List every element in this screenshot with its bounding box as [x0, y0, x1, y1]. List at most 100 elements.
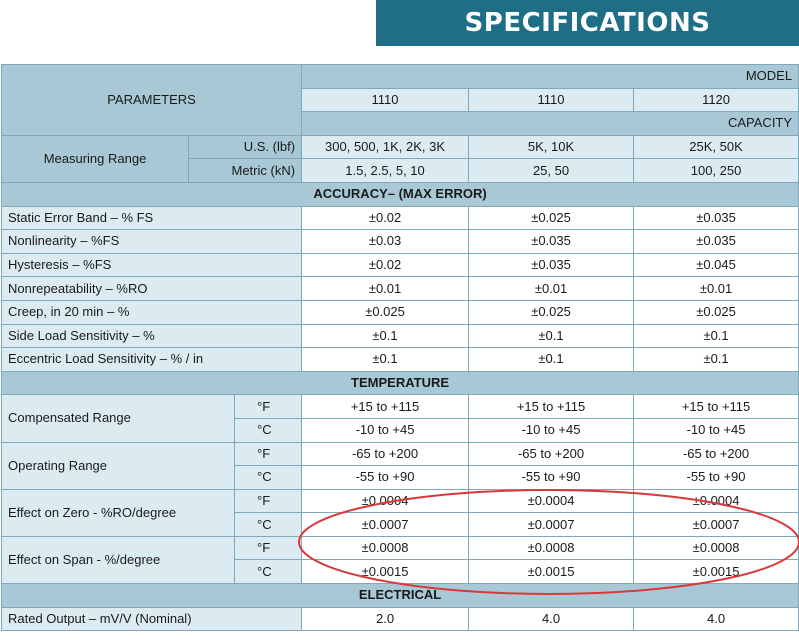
- table-cell: 4.0: [633, 606, 799, 632]
- table-cell: ±0.0015: [468, 559, 635, 585]
- table-cell: -65 to +200: [468, 441, 635, 467]
- table-row: Creep, in 20 min – % ±0.025 ±0.025 ±0.02…: [0, 299, 799, 325]
- table-cell: ±0.035: [468, 252, 635, 278]
- table-cell: ±0.0007: [301, 512, 470, 537]
- table-cell: ±0.025: [301, 299, 470, 325]
- model-3: 1120: [633, 87, 799, 113]
- table-cell: 2.0: [301, 606, 470, 632]
- table-cell: ±0.0015: [301, 559, 470, 585]
- row-label: Nonrepeatability – %RO: [0, 276, 303, 301]
- row-label: Operating Range: [1, 441, 235, 490]
- table-cell: ±0.0007: [468, 512, 635, 537]
- unit-c: °C: [233, 465, 303, 490]
- metric-unit-label: Metric (kN): [187, 158, 303, 183]
- table-cell: ±0.025: [468, 299, 635, 325]
- table-cell: 25K, 50K: [633, 134, 799, 160]
- unit-f: °F: [233, 441, 303, 467]
- table-cell: -65 to +200: [633, 441, 799, 467]
- row-label: Compensated Range: [1, 394, 235, 443]
- table-cell: 4.0: [468, 606, 635, 632]
- table-cell: -55 to +90: [301, 465, 470, 490]
- table-row: °C -10 to +45 -10 to +45 -10 to +45: [2, 417, 799, 443]
- table-cell: ±0.0008: [301, 535, 470, 561]
- table-cell: ±0.0004: [468, 488, 635, 514]
- capacity-header: CAPACITY: [301, 111, 799, 136]
- table-cell: ±0.035: [633, 229, 799, 254]
- page-title: SPECIFICATIONS: [464, 8, 711, 38]
- model-2: 1110: [468, 87, 635, 113]
- table-row: Nonrepeatability – %RO ±0.01 ±0.01 ±0.01: [0, 276, 799, 301]
- row-label: Creep, in 20 min – %: [0, 299, 303, 325]
- row-label: Hysteresis – %FS: [0, 252, 303, 278]
- table-cell: 100, 250: [633, 158, 799, 183]
- table-cell: 5K, 10K: [468, 134, 635, 160]
- table-cell: ±0.01: [468, 276, 635, 301]
- table-cell: ±0.02: [301, 252, 470, 278]
- parameters-header: PARAMETERS: [0, 64, 303, 136]
- table-cell: -10 to +45: [468, 417, 635, 443]
- table-row: Static Error Band – % FS ±0.02 ±0.025 ±0…: [0, 205, 799, 231]
- unit-c: °C: [233, 512, 303, 537]
- us-unit-label: U.S. (lbf): [187, 134, 303, 160]
- table-cell: ±0.0015: [633, 559, 799, 585]
- table-cell: +15 to +115: [301, 394, 470, 419]
- table-cell: ±0.1: [301, 347, 470, 372]
- table-cell: -10 to +45: [301, 417, 470, 443]
- table-cell: ±0.1: [301, 323, 470, 349]
- temperature-section-header: TEMPERATURE: [0, 370, 799, 396]
- row-label: Effect on Span - %/degree: [1, 535, 235, 585]
- table-cell: ±0.01: [301, 276, 470, 301]
- table-cell: ±0.0004: [301, 488, 470, 514]
- table-cell: ±0.025: [468, 205, 635, 231]
- table-cell: +15 to +115: [633, 394, 799, 419]
- table-cell: 1.5, 2.5, 5, 10: [301, 158, 470, 183]
- row-label: Rated Output – mV/V (Nominal): [0, 606, 303, 632]
- table-cell: ±0.0008: [633, 535, 799, 561]
- table-cell: ±0.01: [633, 276, 799, 301]
- row-label: Eccentric Load Sensitivity – % / in: [0, 347, 303, 372]
- table-cell: -55 to +90: [468, 465, 635, 490]
- unit-c: °C: [233, 559, 303, 585]
- unit-f: °F: [233, 488, 303, 514]
- unit-f: °F: [233, 535, 303, 561]
- row-label: Effect on Zero - %RO/degree: [1, 488, 235, 537]
- table-cell: ±0.035: [633, 205, 799, 231]
- table-cell: +15 to +115: [468, 394, 635, 419]
- model-header: MODEL: [301, 64, 799, 89]
- table-cell: ±0.1: [468, 347, 635, 372]
- table-row: Hysteresis – %FS ±0.02 ±0.035 ±0.045: [0, 252, 799, 278]
- table-cell: ±0.02: [301, 205, 470, 231]
- unit-f: °F: [233, 394, 303, 419]
- table-cell: 25, 50: [468, 158, 635, 183]
- table-cell: ±0.025: [633, 299, 799, 325]
- table-row: Effect on Zero - %RO/degree °F ±0.0004 ±…: [1, 488, 799, 537]
- table-row: Operating Range °F -65 to +200 -65 to +2…: [1, 441, 799, 490]
- table-row: Compensated Range °F +15 to +115 +15 to …: [1, 394, 799, 443]
- row-label: Nonlinearity – %FS: [0, 229, 303, 254]
- row-label: Side Load Sensitivity – %: [0, 323, 303, 349]
- table-row: Eccentric Load Sensitivity – % / in ±0.1…: [0, 347, 799, 372]
- row-label: Static Error Band – % FS: [0, 205, 303, 231]
- table-cell: -55 to +90: [633, 465, 799, 490]
- unit-c: °C: [233, 417, 303, 443]
- accuracy-section-header: ACCURACY– (MAX ERROR): [0, 181, 799, 207]
- table-cell: ±0.0008: [468, 535, 635, 561]
- table-cell: -65 to +200: [301, 441, 470, 467]
- page-header: SPECIFICATIONS: [0, 0, 799, 64]
- table-cell: 300, 500, 1K, 2K, 3K: [301, 134, 470, 160]
- table-cell: ±0.1: [633, 347, 799, 372]
- measuring-range-label: Measuring Range: [1, 134, 189, 183]
- table-row: Effect on Span - %/degree °F ±0.0008 ±0.…: [1, 535, 799, 585]
- table-cell: ±0.035: [468, 229, 635, 254]
- table-cell: ±0.1: [468, 323, 635, 349]
- electrical-section-header: ELECTRICAL: [0, 583, 799, 608]
- table-cell: ±0.03: [301, 229, 470, 254]
- table-cell: -10 to +45: [633, 417, 799, 443]
- model-1: 1110: [301, 87, 470, 113]
- table-row: Nonlinearity – %FS ±0.03 ±0.035 ±0.035: [0, 229, 799, 254]
- table-cell: ±0.0004: [633, 488, 799, 514]
- table-row: Rated Output – mV/V (Nominal) 2.0 4.0 4.…: [0, 606, 799, 632]
- table-row: °C -55 to +90 -55 to +90 -55 to +90: [2, 465, 799, 490]
- table-cell: ±0.045: [633, 252, 799, 278]
- table-cell: ±0.1: [633, 323, 799, 349]
